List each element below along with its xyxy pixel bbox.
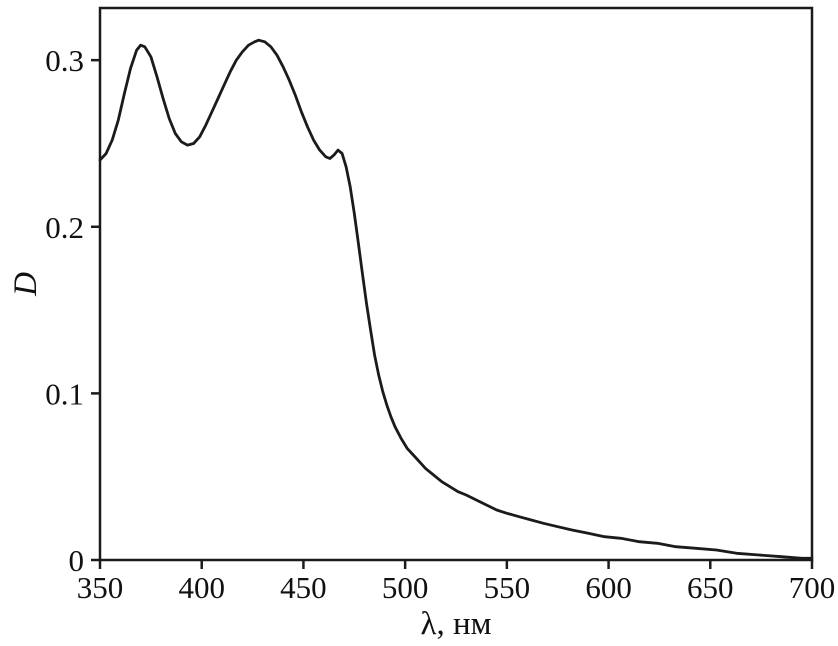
- x-tick-label: 600: [585, 570, 632, 605]
- x-tick-label: 700: [789, 570, 836, 605]
- x-tick-label: 500: [382, 570, 429, 605]
- x-tick-label: 400: [178, 570, 225, 605]
- y-tick-label: 0.2: [45, 210, 84, 245]
- x-tick-label: 450: [280, 570, 327, 605]
- x-tick-label: 350: [77, 570, 124, 605]
- x-axis-label: λ, нм: [420, 606, 491, 642]
- y-tick-label: 0.3: [45, 43, 84, 78]
- plot-frame: [98, 6, 814, 562]
- y-axis-label: D: [8, 272, 44, 297]
- y-tick-label: 0: [69, 543, 85, 578]
- x-tick-label: 650: [687, 570, 734, 605]
- ticks-layer: 350 400 450 500 550 600 650 700 0 0.1 0.2 0.3: [45, 43, 835, 605]
- y-tick-label: 0.1: [45, 376, 84, 411]
- spectrum-line: [98, 38, 814, 560]
- x-tick-label: 550: [484, 570, 531, 605]
